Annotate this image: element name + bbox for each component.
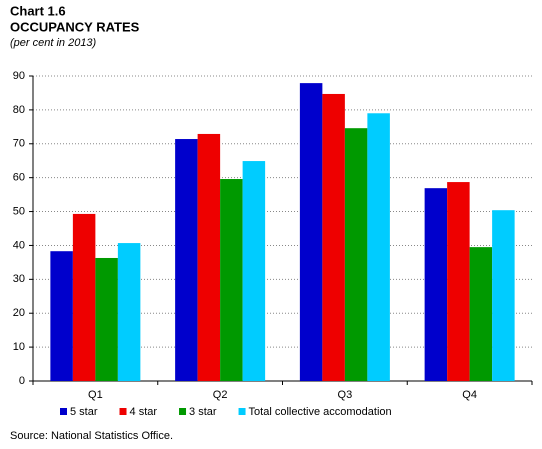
bar xyxy=(242,161,266,381)
bar xyxy=(117,243,141,381)
y-tick-label: 80 xyxy=(13,104,25,116)
bar xyxy=(72,213,96,381)
y-tick-label: 30 xyxy=(13,273,25,285)
bar xyxy=(50,251,73,381)
x-tick-label: Q4 xyxy=(462,389,477,401)
legend-label: 5 star xyxy=(70,406,98,418)
bar xyxy=(299,83,323,381)
y-tick-label: 0 xyxy=(19,375,25,387)
y-tick-label: 90 xyxy=(13,70,25,82)
bar xyxy=(424,188,448,381)
bar xyxy=(95,257,118,381)
legend-swatch xyxy=(179,408,187,415)
legend-swatch xyxy=(119,408,127,415)
bar xyxy=(344,128,368,381)
chart-title: OCCUPANCY RATES xyxy=(10,19,140,34)
legend-label: Total collective accomodation xyxy=(249,406,392,418)
x-tick-label: Q1 xyxy=(88,389,103,401)
y-tick-label: 50 xyxy=(13,205,25,217)
legend-swatch xyxy=(238,408,246,415)
bar xyxy=(469,247,493,381)
y-tick-label: 40 xyxy=(13,239,25,251)
source-note: Source: National Statistics Office. xyxy=(10,430,173,442)
y-tick-label: 20 xyxy=(13,307,25,319)
y-tick-label: 10 xyxy=(13,341,25,353)
legend-label: 4 star xyxy=(130,406,158,418)
bar xyxy=(492,210,515,381)
chart-label: Chart 1.6 xyxy=(10,3,66,18)
y-tick-label: 60 xyxy=(13,172,25,184)
legend-label: 3 star xyxy=(189,406,217,418)
bar xyxy=(220,179,243,381)
legend-swatch xyxy=(60,408,67,415)
bar xyxy=(197,133,221,381)
y-tick-label: 70 xyxy=(13,138,25,150)
bar xyxy=(367,113,390,382)
bar xyxy=(447,182,470,381)
x-tick-label: Q3 xyxy=(338,389,353,401)
bar xyxy=(175,139,198,381)
chart-subtitle: (per cent in 2013) xyxy=(10,37,97,49)
bar xyxy=(322,93,345,381)
x-tick-label: Q2 xyxy=(213,389,228,401)
